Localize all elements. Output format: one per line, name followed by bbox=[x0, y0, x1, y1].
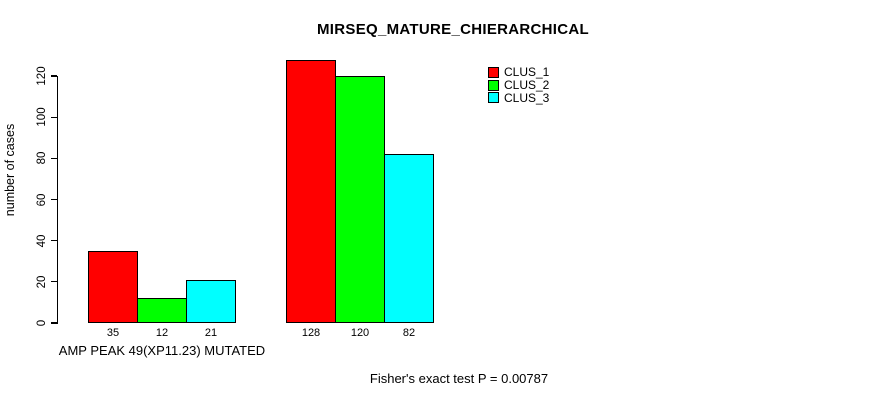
y-axis-tick bbox=[50, 157, 57, 159]
bar-clus_2-group2 bbox=[335, 76, 385, 323]
bar-clus_1-group2 bbox=[286, 59, 336, 323]
legend-swatch-clus_3 bbox=[488, 92, 499, 104]
legend-label-clus_1: CLUS_1 bbox=[504, 65, 550, 80]
bar-clus_3-group2 bbox=[384, 154, 434, 323]
group-axis-label: AMP PEAK 49(XP11.23) MUTATED bbox=[58, 343, 266, 358]
bar-clus_3-group1 bbox=[186, 279, 236, 323]
bar-clus_1-group1 bbox=[88, 250, 138, 323]
y-axis-tick-label: 20 bbox=[36, 275, 48, 289]
y-axis-tick-label: 80 bbox=[36, 151, 48, 165]
y-axis-tick-label: 0 bbox=[36, 319, 48, 327]
legend-swatch-clus_1 bbox=[488, 66, 499, 78]
legend-item-clus_2: CLUS_2 bbox=[488, 78, 550, 93]
y-axis-tick-label: 40 bbox=[36, 234, 48, 248]
y-axis-tick-label: 120 bbox=[36, 66, 48, 86]
legend-item-clus_3: CLUS_3 bbox=[488, 90, 550, 105]
legend-swatch-clus_2 bbox=[488, 79, 499, 91]
bar-value-label: 21 bbox=[204, 327, 218, 339]
y-axis-tick bbox=[50, 75, 57, 77]
y-axis-tick-label: 100 bbox=[36, 107, 48, 127]
bar-clus_2-group1 bbox=[137, 298, 187, 323]
bar-value-label: 35 bbox=[106, 327, 120, 339]
legend-item-clus_1: CLUS_1 bbox=[488, 65, 550, 80]
y-axis-tick bbox=[50, 240, 57, 242]
bar-value-label: 82 bbox=[402, 327, 416, 339]
y-axis-tick bbox=[50, 322, 57, 324]
bar-value-label: 12 bbox=[155, 327, 169, 339]
y-axis-line bbox=[56, 76, 58, 324]
legend: CLUS_1 CLUS_2 CLUS_3 bbox=[488, 65, 550, 105]
chart-title: MIRSEQ_MATURE_CHIERARCHICAL bbox=[317, 21, 589, 38]
y-axis-tick bbox=[50, 281, 57, 283]
legend-label-clus_3: CLUS_3 bbox=[504, 90, 550, 105]
y-axis-tick-label: 60 bbox=[36, 193, 48, 206]
bar-value-label: 128 bbox=[301, 327, 321, 339]
legend-label-clus_2: CLUS_2 bbox=[504, 78, 550, 93]
y-axis-tick bbox=[50, 116, 57, 118]
bar-value-label: 120 bbox=[350, 327, 370, 339]
annotation-text: Fisher's exact test P = 0.00787 bbox=[369, 371, 549, 386]
y-axis-tick bbox=[50, 198, 57, 201]
